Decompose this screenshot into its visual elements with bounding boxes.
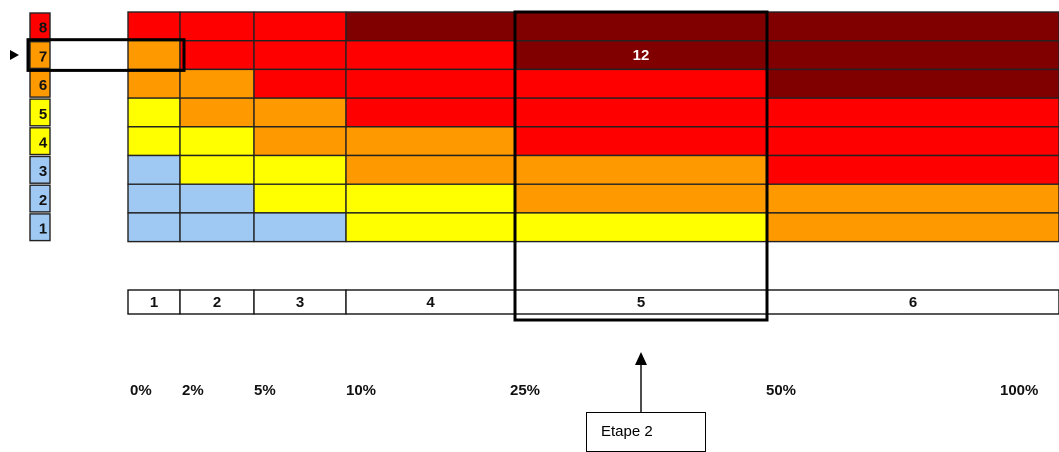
risk-level-cell (29, 127, 51, 156)
grid-cell (766, 212, 1059, 243)
grid-cell (179, 68, 255, 99)
grid-cell (127, 126, 181, 157)
grid-cell (345, 68, 516, 99)
etape-callout-box: Etape 2 (586, 412, 706, 452)
grid-cell (514, 212, 768, 243)
grid-cell (766, 97, 1059, 128)
step-label: 5 (637, 294, 645, 311)
percent-label: 100% (1000, 382, 1039, 399)
percent-label: 2% (182, 382, 204, 399)
etape-callout-label: Etape 2 (601, 423, 653, 440)
risk-level-label: 1 (39, 221, 47, 238)
grid-cell (127, 212, 181, 243)
risk-level-label: 5 (39, 106, 47, 123)
risk-level-label: 8 (39, 20, 47, 37)
risk-level-cell (29, 155, 51, 184)
grid-cell (345, 126, 516, 157)
cell-value: 12 (633, 47, 650, 64)
percent-label: 5% (254, 382, 276, 399)
grid-cell (766, 40, 1059, 71)
grid-cell (179, 97, 255, 128)
grid-cell (766, 154, 1059, 185)
grid-cell (253, 68, 347, 99)
grid-cell (127, 183, 181, 214)
highlight-overlays (26, 10, 769, 412)
percent-label: 0% (130, 382, 152, 399)
grid-cell (345, 97, 516, 128)
grid-cell (253, 126, 347, 157)
step-cell (127, 289, 181, 315)
pointer-arrow-icon (10, 50, 19, 61)
grid-cell (253, 40, 347, 71)
risk-level-column: 8 7 6 5 4 3 2 1 (10, 12, 51, 242)
grid-cell (179, 40, 255, 71)
grid-cell (345, 183, 516, 214)
risk-level-label: 3 (39, 163, 47, 180)
risk-level-cell (29, 41, 51, 70)
step-scale: 1 2 3 4 5 6 (127, 289, 1059, 315)
step-label: 4 (426, 294, 435, 311)
grid-cell (253, 11, 347, 42)
grid-cell (253, 154, 347, 185)
callout-arrow-icon (635, 352, 647, 365)
grid-cell (766, 126, 1059, 157)
grid-cell (514, 97, 768, 128)
grid-cell (766, 183, 1059, 214)
grid-cell (127, 97, 181, 128)
grid-cell (514, 11, 768, 42)
grid-cell (127, 68, 181, 99)
grid-cell (345, 154, 516, 185)
step-cell (253, 289, 347, 315)
step-label: 6 (909, 294, 917, 311)
grid-cell (514, 68, 768, 99)
step-cell (179, 289, 255, 315)
grid-cell (253, 183, 347, 214)
selected-step-highlight (513, 10, 769, 322)
risk-level-cell (29, 184, 51, 213)
grid-cell (345, 40, 516, 71)
grid-cell (179, 212, 255, 243)
grid-cell (127, 154, 181, 185)
risk-level-label: 4 (39, 135, 48, 152)
percent-label: 25% (510, 382, 541, 399)
risk-level-label: 7 (39, 48, 47, 65)
grid-cell (179, 183, 255, 214)
grid-cell (179, 154, 255, 185)
grid-cell (514, 40, 768, 71)
grid-cell (179, 126, 255, 157)
grid-cell (253, 97, 347, 128)
risk-grid: 12 (127, 11, 1059, 243)
step-label: 2 (213, 294, 221, 311)
grid-cell (127, 11, 181, 42)
risk-level-label: 6 (39, 77, 47, 94)
grid-cell (766, 68, 1059, 99)
grid-cell (766, 11, 1059, 42)
grid-cell (127, 40, 181, 71)
grid-cell (253, 212, 347, 243)
percent-label: 50% (766, 382, 797, 399)
risk-level-cell (29, 213, 51, 242)
step-label: 1 (150, 294, 158, 311)
grid-cell (514, 126, 768, 157)
grid-cell (514, 154, 768, 185)
grid-cell (345, 212, 516, 243)
step-label: 3 (296, 294, 304, 311)
step-cell (514, 289, 768, 315)
step-cell (766, 289, 1059, 315)
grid-cell (345, 11, 516, 42)
grid-cell (514, 183, 768, 214)
selected-level-highlight (26, 38, 186, 72)
grid-cell (179, 11, 255, 42)
risk-level-label: 2 (39, 192, 47, 209)
risk-level-cell (29, 98, 51, 127)
percent-label: 10% (346, 382, 377, 399)
